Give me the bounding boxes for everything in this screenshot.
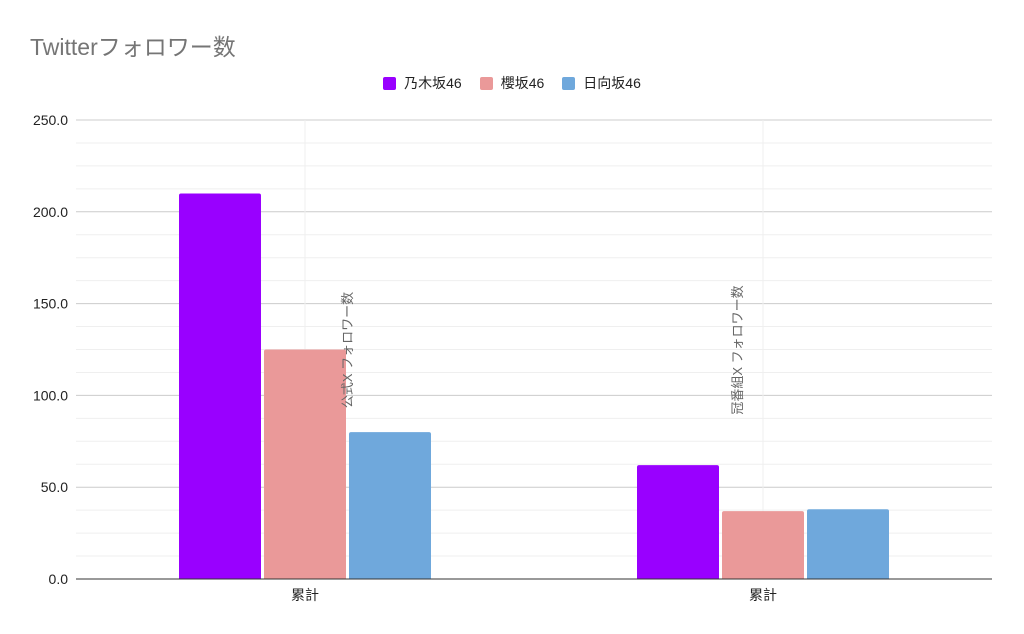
- y-tick-label: 150.0: [33, 296, 68, 312]
- bar-series0-cat0[interactable]: [179, 193, 261, 579]
- legend-label-nogizaka: 乃木坂46: [404, 75, 462, 91]
- y-tick-label: 0.0: [49, 571, 69, 587]
- bar-series2-cat1[interactable]: [807, 509, 889, 579]
- y-tick-label: 50.0: [41, 479, 68, 495]
- legend-item-hinatazaka[interactable]: 日向坂46: [562, 73, 641, 93]
- bar-series1-cat1[interactable]: [722, 511, 804, 579]
- annotation-label: 冠番組X フォロワー数: [730, 285, 745, 414]
- y-tick-label: 200.0: [33, 204, 68, 220]
- bar-series1-cat0[interactable]: [264, 349, 346, 580]
- chart-legend: 乃木坂46 櫻坂46 日向坂46: [0, 73, 1024, 93]
- legend-swatch-hinatazaka: [562, 76, 576, 90]
- chart-title: Twitterフォロワー数: [30, 34, 236, 60]
- legend-item-nogizaka[interactable]: 乃木坂46: [383, 73, 462, 93]
- annotation-label: 公式X フォロワー数: [340, 292, 355, 408]
- legend-item-sakurazaka[interactable]: 櫻坂46: [479, 73, 545, 93]
- legend-label-sakurazaka: 櫻坂46: [500, 75, 545, 91]
- legend-swatch-sakurazaka: [479, 76, 493, 90]
- x-category-label: 累計: [749, 587, 777, 603]
- y-tick-label: 250.0: [33, 112, 68, 128]
- bar-series0-cat1[interactable]: [637, 465, 719, 579]
- bar-series2-cat0[interactable]: [349, 432, 431, 579]
- legend-swatch-nogizaka: [383, 76, 397, 90]
- y-tick-label: 100.0: [33, 387, 68, 403]
- x-category-label: 累計: [291, 587, 319, 603]
- legend-label-hinatazaka: 日向坂46: [583, 75, 641, 91]
